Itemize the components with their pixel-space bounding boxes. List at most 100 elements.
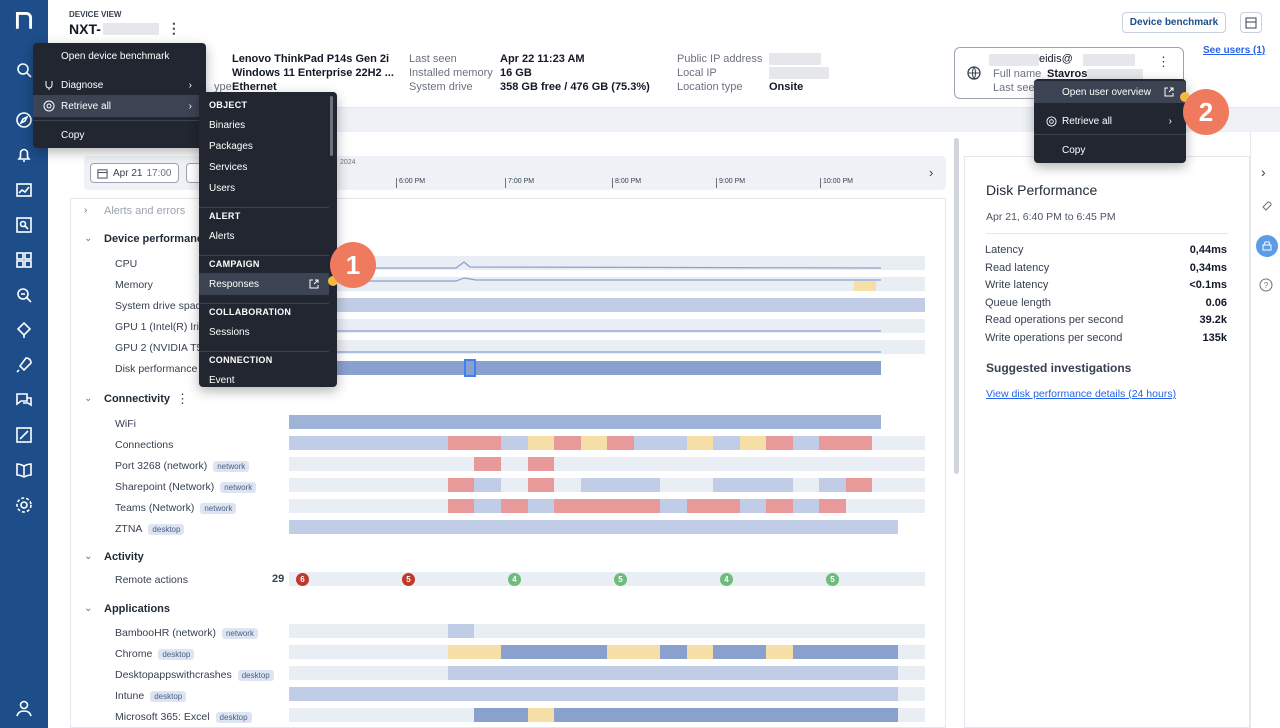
start-date-picker[interactable]: Apr 21 17:00 xyxy=(90,163,179,183)
settings-icon[interactable] xyxy=(12,493,36,517)
submenu-item[interactable]: Services xyxy=(199,156,329,178)
user-more-options-icon[interactable]: ⋮ xyxy=(1157,54,1170,69)
connectivity-row[interactable]: Port 3268 (network) network xyxy=(115,460,250,472)
menu-item-label: Open user overview xyxy=(1062,86,1151,98)
application-row[interactable]: Microsoft 365: Excel desktop xyxy=(115,711,252,723)
section-applications[interactable]: Applications xyxy=(104,603,171,615)
remote-actions-count: 29 xyxy=(272,573,285,585)
menu-user-retrieve-all[interactable]: Retrieve all › xyxy=(1034,110,1186,132)
timeline-segment xyxy=(289,499,448,513)
connectivity-row[interactable]: Connections xyxy=(115,439,173,451)
timeline-segment xyxy=(713,478,793,492)
connectivity-row[interactable]: ZTNA desktop xyxy=(115,523,185,535)
menu-copy[interactable]: Copy xyxy=(33,124,206,146)
help-icon[interactable]: ? xyxy=(1259,278,1273,292)
device-benchmark-button[interactable]: Device benchmark xyxy=(1122,12,1226,33)
submenu-group-header: CAMPAIGN xyxy=(209,259,260,269)
calendar-icon xyxy=(97,168,108,179)
investigate-icon[interactable] xyxy=(12,283,36,307)
row-gpu2[interactable]: GPU 2 (NVIDIA T50 xyxy=(115,342,209,354)
chevron-down-icon[interactable]: ⌄ xyxy=(84,233,93,244)
row-remote-actions[interactable]: Remote actions xyxy=(115,574,188,586)
disk-tool-icon[interactable] xyxy=(1256,235,1278,257)
menu-item-label: Open device benchmark xyxy=(61,50,170,62)
connectivity-more-icon[interactable]: ⋮ xyxy=(176,391,189,406)
row-gpu1[interactable]: GPU 1 (Intel(R) Iris xyxy=(115,321,205,333)
compass-icon[interactable] xyxy=(12,108,36,132)
timeline-segment xyxy=(528,478,554,492)
chevron-down-icon[interactable]: ⌄ xyxy=(84,551,93,562)
chevron-down-icon[interactable]: ⌄ xyxy=(84,393,93,404)
book-icon[interactable] xyxy=(12,458,36,482)
suggested-link[interactable]: View disk performance details (24 hours) xyxy=(986,388,1177,400)
section-connectivity[interactable]: Connectivity xyxy=(104,393,171,405)
application-row[interactable]: Chrome desktop xyxy=(115,648,195,660)
more-options-icon[interactable]: ⋮ xyxy=(166,20,181,36)
row-memory[interactable]: Memory xyxy=(115,279,153,291)
connectivity-row[interactable]: Teams (Network) network xyxy=(115,502,237,514)
timeline-next-icon[interactable]: › xyxy=(929,165,934,180)
chevron-down-icon[interactable]: ⌄ xyxy=(84,603,93,614)
row-system-drive[interactable]: System drive spac xyxy=(115,300,201,312)
row-cpu[interactable]: CPU xyxy=(115,258,138,270)
timeline-segment xyxy=(501,645,607,659)
date-range-control[interactable] xyxy=(186,163,200,183)
remote-action-marker[interactable]: 4 xyxy=(720,573,733,586)
submenu-item[interactable]: Alerts xyxy=(199,225,329,247)
connectivity-row[interactable]: WiFi xyxy=(115,418,136,430)
submenu-item[interactable]: Responses xyxy=(199,273,329,295)
menu-item-label: Retrieve all xyxy=(61,100,112,112)
chevron-right-icon: › xyxy=(1168,115,1172,127)
user-card[interactable]: eidis@ Full name Stavros Last see ⋮ xyxy=(954,47,1184,99)
rocket-tool-icon[interactable] xyxy=(1259,200,1273,214)
search-icon[interactable] xyxy=(12,58,36,82)
users-search-icon[interactable] xyxy=(12,213,36,237)
submenu-item[interactable]: Users xyxy=(199,177,329,199)
remote-action-marker[interactable]: 6 xyxy=(296,573,309,586)
chart-icon[interactable] xyxy=(12,178,36,202)
disk-performance-bar[interactable] xyxy=(336,361,881,375)
application-row[interactable]: Desktopappswithcrashes desktop xyxy=(115,669,274,681)
remote-action-marker[interactable]: 5 xyxy=(826,573,839,586)
submenu-item[interactable]: Sessions xyxy=(199,321,329,343)
collapse-right-icon[interactable]: › xyxy=(1261,164,1266,180)
row-label: Teams (Network) xyxy=(115,502,195,514)
submenu-scrollbar[interactable] xyxy=(330,96,333,156)
submenu-item[interactable]: Packages xyxy=(199,135,329,157)
see-users-link[interactable]: See users (1) xyxy=(1203,45,1266,56)
grid-icon[interactable] xyxy=(12,248,36,272)
row-disk-performance[interactable]: Disk performance xyxy=(115,363,198,375)
disk-selection-marker[interactable] xyxy=(464,359,476,377)
submenu-item[interactable]: Binaries xyxy=(199,114,329,136)
remote-action-marker[interactable]: 5 xyxy=(614,573,627,586)
submenu-item[interactable]: Event xyxy=(199,369,329,387)
panel-toggle-icon[interactable] xyxy=(1240,12,1262,33)
menu-open-device-benchmark[interactable]: Open device benchmark xyxy=(33,45,206,67)
edit-chart-icon[interactable] xyxy=(12,423,36,447)
submenu-item-label: Event xyxy=(209,374,235,386)
flow-icon[interactable] xyxy=(12,318,36,342)
application-row[interactable]: Intune desktop xyxy=(115,690,187,702)
connectivity-row[interactable]: Sharepoint (Network) network xyxy=(115,481,257,493)
section-device-performance[interactable]: Device performance xyxy=(104,233,210,245)
user-profile-icon[interactable] xyxy=(12,696,36,720)
remote-action-marker[interactable]: 5 xyxy=(402,573,415,586)
menu-user-copy[interactable]: Copy xyxy=(1034,139,1186,161)
rocket-icon[interactable] xyxy=(12,353,36,377)
chevron-right-icon[interactable]: › xyxy=(84,205,88,216)
menu-open-user-overview[interactable]: Open user overview xyxy=(1034,81,1186,103)
row-tag: network xyxy=(200,502,237,514)
nexthink-logo-icon[interactable] xyxy=(12,8,36,32)
remote-action-marker[interactable]: 4 xyxy=(508,573,521,586)
bell-icon[interactable] xyxy=(12,143,36,167)
timeline-segment xyxy=(528,708,554,722)
section-activity[interactable]: Activity xyxy=(104,551,144,563)
application-row[interactable]: BambooHR (network) network xyxy=(115,627,258,639)
menu-diagnose[interactable]: Diagnose › xyxy=(33,74,206,96)
menu-retrieve-all[interactable]: Retrieve all › xyxy=(33,95,206,117)
section-alerts[interactable]: Alerts and errors xyxy=(104,205,186,217)
external-link-icon xyxy=(309,279,319,289)
timeline-segment xyxy=(872,436,925,450)
chat-icon[interactable] xyxy=(12,388,36,412)
main-scrollbar[interactable] xyxy=(954,138,959,474)
